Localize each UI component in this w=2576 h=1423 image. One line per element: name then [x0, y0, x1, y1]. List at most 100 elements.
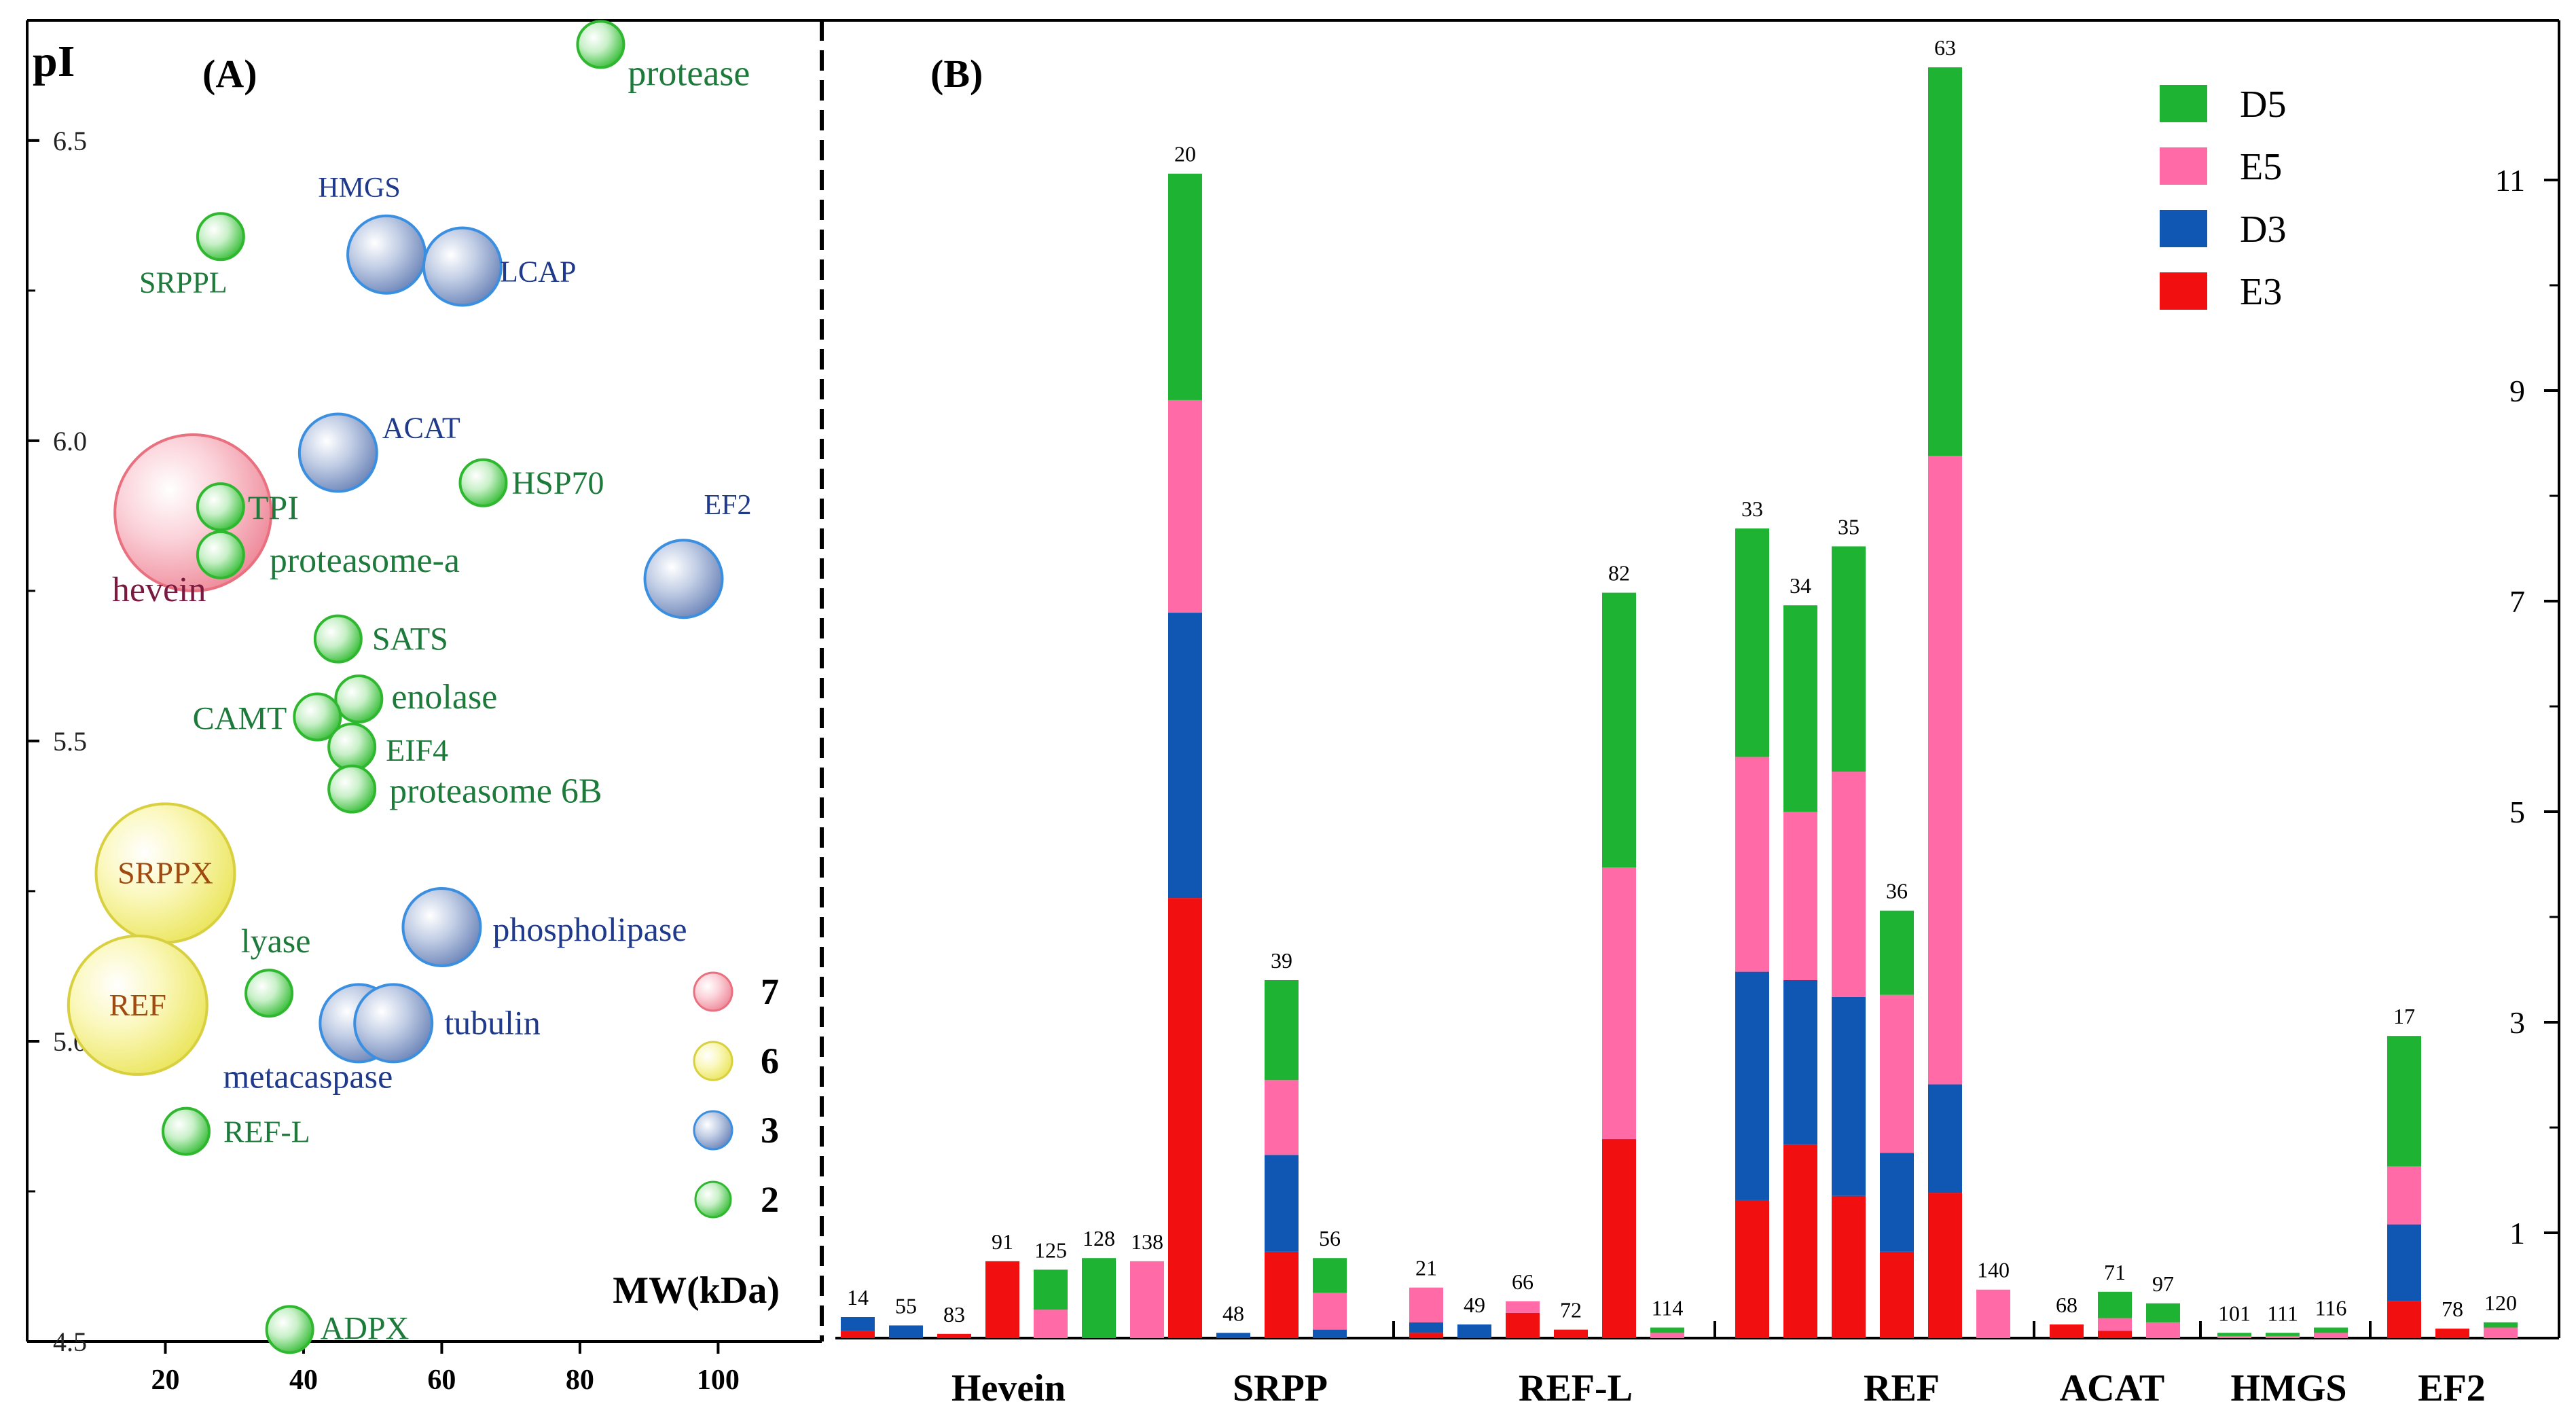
bubble-eif4 — [327, 722, 377, 772]
panel-a-x-ticks: 20 40 60 80 100 — [151, 1341, 740, 1396]
bar-spot-label: 63 — [1934, 35, 1956, 60]
bar-segment-ref-l-82-d5 — [1602, 592, 1636, 868]
group-label-ref: REF — [1864, 1367, 1940, 1409]
bar-segment-ref-36-d5 — [1880, 910, 1914, 995]
bar-segment-ref-l-66-e5 — [1506, 1301, 1540, 1313]
bar-segment-ref-34-e3 — [1783, 1144, 1817, 1338]
size-legend-label: 7 — [761, 971, 779, 1012]
bubble-label-metacaspase: metacaspase — [223, 1057, 393, 1095]
bubble-label-lcap: LCAP — [500, 255, 576, 288]
bubble-label-protease: protease — [628, 52, 750, 93]
size-legend-label: 6 — [761, 1041, 779, 1081]
bar-segment-ef2-78-e3 — [2435, 1329, 2469, 1338]
group-label-ef2: EF2 — [2418, 1367, 2486, 1409]
bar-spot-label: 39 — [1271, 948, 1292, 973]
bar-segment-ref-63-e5 — [1928, 456, 1962, 1085]
bubble-proteasome-a — [196, 530, 245, 579]
bar-segment-ref-63-d3 — [1928, 1084, 1962, 1193]
bar-spot-label: 68 — [2056, 1293, 2078, 1317]
bar-spot-label: 78 — [2442, 1297, 2463, 1321]
bar-segment-hevein-91-e3 — [985, 1261, 1019, 1338]
y-tick-label: 9 — [2509, 374, 2525, 408]
bar-segment-hmgs-116-d5 — [2314, 1327, 2348, 1333]
size-legend-swatch — [693, 1110, 733, 1151]
bar-segment-hmgs-116-e5 — [2314, 1333, 2348, 1338]
bubble-label-adpx: ADPX — [321, 1310, 410, 1346]
bar-segment-ref-l-49-d3 — [1457, 1324, 1491, 1338]
bar-segment-ref-33-e5 — [1735, 757, 1769, 972]
bubble-camt — [293, 692, 342, 742]
legend-swatch-d5 — [2160, 85, 2207, 122]
bar-spot-label: 48 — [1222, 1301, 1244, 1325]
bar-segment-ef2-120-e5 — [2484, 1327, 2518, 1338]
legend-swatch-e5 — [2160, 147, 2207, 185]
bar-spot-label: 83 — [943, 1302, 965, 1327]
panel-b-legend: D5 E5 D3 E3 — [2160, 84, 2286, 313]
x-tick-label: 100 — [697, 1365, 740, 1396]
legend-label-d3: D3 — [2240, 209, 2286, 251]
bar-segment-hmgs-111-e5 — [2266, 1335, 2300, 1338]
bar-segment-hevein-125-e5 — [1034, 1310, 1068, 1338]
bar-spot-label: 17 — [2393, 1004, 2415, 1028]
bar-segment-hevein-128-d5 — [1082, 1258, 1116, 1338]
bubble-ref — [67, 934, 208, 1076]
bar-segment-ref-l-114-d5 — [1650, 1327, 1684, 1333]
bar-segment-ref-l-66-e3 — [1506, 1312, 1540, 1338]
bar-segment-ref-l-82-e5 — [1602, 867, 1636, 1140]
x-tick-label: 40 — [289, 1365, 318, 1396]
y-tick-label: 6.0 — [53, 426, 87, 456]
bar-segment-ref-33-e3 — [1735, 1200, 1769, 1338]
bubble-hsp70 — [458, 458, 508, 507]
bar-segment-hmgs-101-e5 — [2217, 1335, 2251, 1338]
bar-spot-label: 34 — [1790, 573, 1811, 598]
bar-segment-srpp-20-d5 — [1168, 173, 1202, 400]
bar-segment-ef2-17-d5 — [2387, 1036, 2421, 1167]
bar-segment-ref-l-72-e3 — [1554, 1329, 1588, 1338]
bar-spot-label: 120 — [2484, 1291, 2517, 1315]
bar-segment-ref-35-d5 — [1832, 546, 1866, 772]
bubble-label-sats: SATS — [372, 622, 448, 658]
y-tick-label: 11 — [2495, 163, 2525, 198]
size-legend-swatch — [693, 971, 733, 1012]
bubble-label-ef2: EF2 — [704, 490, 752, 521]
bubble-label-eif4: EIF4 — [386, 733, 448, 768]
bar-spot-label: 66 — [1512, 1269, 1534, 1294]
bubble-tpi — [196, 482, 245, 532]
x-tick-label: 80 — [566, 1365, 594, 1396]
bar-segment-acat-71-d5 — [2098, 1291, 2132, 1318]
legend-label-d5: D5 — [2240, 84, 2286, 126]
panel-a-axes — [26, 19, 824, 1343]
y-tick-label: 6.5 — [53, 126, 87, 156]
bubble-label-ref-l: REF-L — [223, 1115, 310, 1149]
y-tick-label: 7 — [2509, 584, 2525, 619]
bar-spot-label: 33 — [1741, 497, 1763, 521]
bubble-proteasome-6b — [327, 764, 377, 814]
panel-a-size-legend: 7 6 3 2 — [693, 971, 779, 1220]
bar-segment-srpp-39-d5 — [1265, 980, 1299, 1081]
legend-label-e3: E3 — [2240, 271, 2282, 313]
bar-segment-srpp-20-e3 — [1168, 898, 1202, 1338]
bar-segment-srpp-56-d3 — [1313, 1329, 1347, 1338]
bar-spot-label: 97 — [2152, 1272, 2174, 1296]
bubble-label-hmgs: HMGS — [318, 173, 400, 204]
bar-segment-srpp-20-d3 — [1168, 613, 1202, 899]
bar-segment-ref-35-e5 — [1832, 772, 1866, 997]
bar-segment-hevein-14-d3 — [841, 1317, 875, 1331]
bar-segment-ref-63-e3 — [1928, 1193, 1962, 1338]
bubble-label-lyase: lyase — [241, 922, 311, 960]
bar-segment-srpp-20-e5 — [1168, 399, 1202, 613]
bar-segment-ref-33-d3 — [1735, 971, 1769, 1200]
bubble-adpx — [265, 1305, 314, 1354]
bar-segment-srpp-56-d5 — [1313, 1258, 1347, 1293]
panel-a-x-label: MW(kDa) — [613, 1269, 780, 1312]
bar-segment-ref-l-21-e3 — [1409, 1333, 1443, 1338]
bubble-label-camt: CAMT — [193, 701, 287, 737]
size-legend-label: 3 — [761, 1110, 779, 1151]
bar-spot-label: 35 — [1838, 514, 1860, 539]
group-label-acat: ACAT — [2060, 1367, 2165, 1409]
bar-segment-ref-l-82-e3 — [1602, 1139, 1636, 1338]
bar-spot-label: 116 — [2315, 1296, 2347, 1320]
bubble-label-ref: REF — [109, 988, 166, 1022]
bar-segment-hevein-125-d5 — [1034, 1269, 1068, 1310]
